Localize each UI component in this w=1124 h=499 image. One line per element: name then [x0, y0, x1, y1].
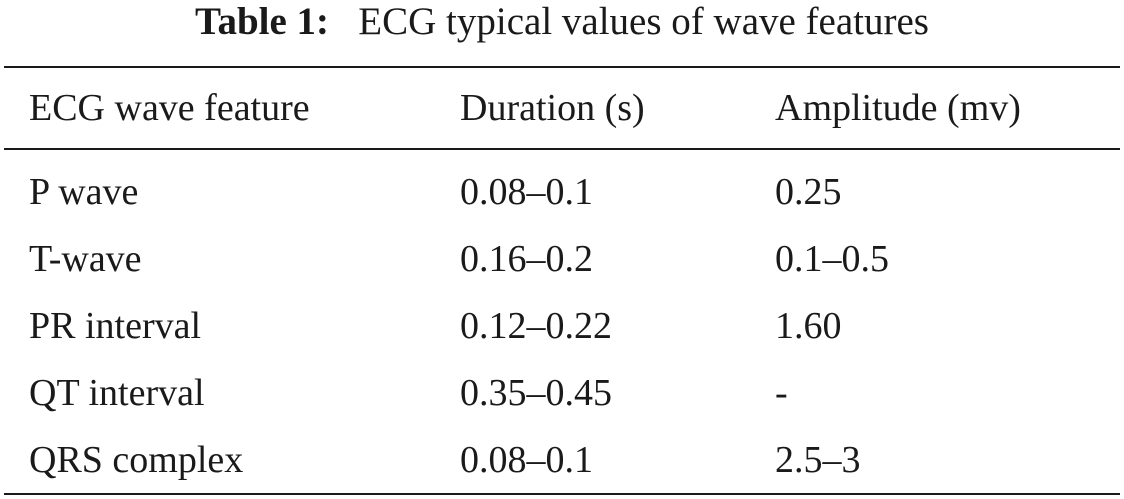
cell-duration: 0.08–0.1 — [460, 170, 593, 213]
cell-feature: QRS complex — [29, 438, 244, 481]
table-row: T-wave 0.16–0.2 0.1–0.5 — [4, 225, 1120, 292]
table-row: QRS complex 0.08–0.1 2.5–3 — [4, 426, 1120, 494]
cell-duration: 0.08–0.1 — [460, 438, 593, 481]
table-caption-label: Table 1: — [195, 0, 330, 43]
cell-amplitude: 0.1–0.5 — [775, 237, 889, 280]
cell-feature: P wave — [29, 170, 139, 213]
ecg-values-table: ECG wave feature Duration (s) Amplitude … — [4, 66, 1120, 495]
cell-amplitude: 0.25 — [775, 170, 842, 213]
cell-amplitude: - — [775, 371, 788, 414]
cell-amplitude: 2.5–3 — [775, 438, 861, 481]
table-container: ECG wave feature Duration (s) Amplitude … — [4, 66, 1120, 495]
cell-feature: T-wave — [29, 237, 142, 280]
table-row: PR interval 0.12–0.22 1.60 — [4, 292, 1120, 359]
table-row: QT interval 0.35–0.45 - — [4, 359, 1120, 426]
table-body: P wave 0.08–0.1 0.25 T-wave 0.16–0.2 0.1… — [4, 149, 1120, 494]
cell-amplitude: 1.60 — [775, 304, 842, 347]
cell-feature: QT interval — [29, 371, 205, 414]
header-row: ECG wave feature Duration (s) Amplitude … — [4, 67, 1120, 149]
table-row: P wave 0.08–0.1 0.25 — [4, 149, 1120, 225]
table-header: ECG wave feature Duration (s) Amplitude … — [4, 67, 1120, 149]
table-caption-gap — [339, 0, 349, 43]
header-ecg-wave-feature: ECG wave feature — [29, 87, 310, 129]
cell-duration: 0.16–0.2 — [460, 237, 593, 280]
header-duration: Duration (s) — [460, 87, 645, 129]
header-amplitude: Amplitude (mv) — [775, 87, 1021, 129]
cell-feature: PR interval — [29, 304, 202, 347]
table-caption: Table 1: ECG typical values of wave feat… — [0, 0, 1124, 48]
table-caption-text: ECG typical values of wave features — [358, 0, 929, 43]
cell-duration: 0.35–0.45 — [460, 371, 612, 414]
cell-duration: 0.12–0.22 — [460, 304, 612, 347]
